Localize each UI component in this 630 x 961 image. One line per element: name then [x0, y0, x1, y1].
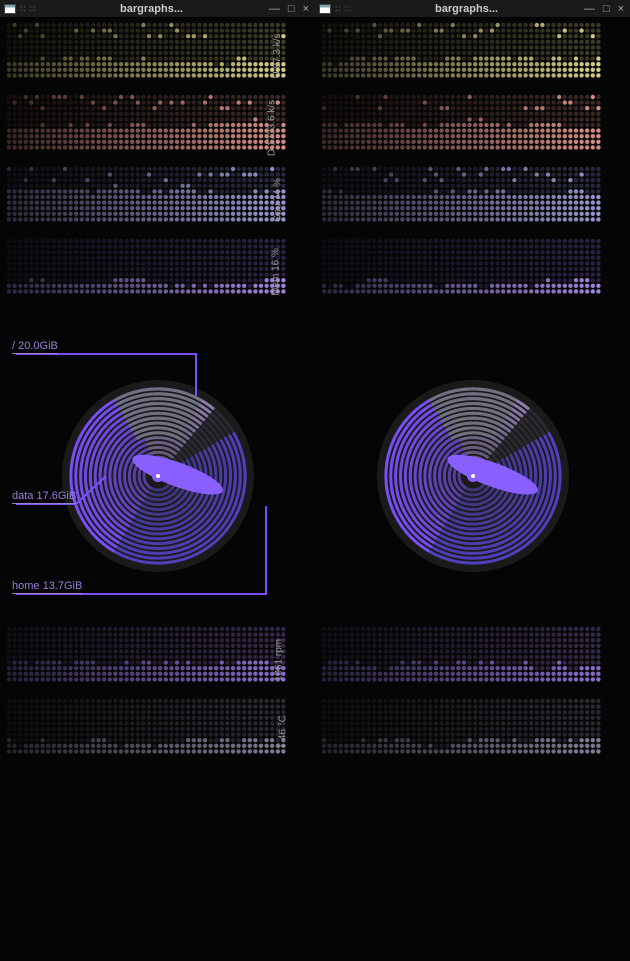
window-title: bargraphs... [40, 3, 263, 15]
minimize-button[interactable]: — [582, 3, 597, 15]
graph-label: 1061 rpm [273, 639, 284, 681]
dotgraph-cpu: Cpu 74 % [6, 166, 286, 234]
dotgraph-fan [321, 626, 601, 694]
dotgraph-upload [321, 22, 601, 90]
content-right [315, 18, 630, 961]
dotgraph-cpu [321, 166, 601, 234]
dotgraph-mem: Mem 16 % [6, 238, 286, 306]
titlebar[interactable]: :: :: bargraphs... — □ × [0, 0, 315, 18]
disk-label-data: data 17.6GiB [12, 490, 76, 504]
dotgraph-temp: T 46 °C [6, 698, 286, 766]
titlebar[interactable]: :: :: bargraphs... — □ × [315, 0, 630, 18]
disk-label-home: home 13.7GiB [12, 580, 82, 594]
maximize-button[interactable]: □ [601, 3, 612, 15]
drag-dots-icon: :: :: [20, 4, 36, 13]
maximize-button[interactable]: □ [286, 3, 297, 15]
top-graphs [321, 22, 624, 306]
graph-label: D 1733.6 k/s [266, 100, 277, 156]
bottom-graphs [321, 626, 624, 766]
graph-label: Mem 16 % [271, 248, 282, 296]
window-title: bargraphs... [355, 3, 578, 15]
graph-label: Cpu 74 % [273, 178, 284, 222]
dotgraph-mem [321, 238, 601, 306]
app-icon [319, 4, 331, 14]
dotgraph-fan: 1061 rpm [6, 626, 286, 694]
dotgraph-download [321, 94, 601, 162]
dotgraph-temp [321, 698, 601, 766]
app-icon [4, 4, 16, 14]
dotgraph-download: D 1733.6 k/s [6, 94, 286, 162]
close-button[interactable]: × [301, 3, 311, 15]
content-left: U 87.3 k/s D 1733.6 k/s Cpu 74 % Mem 16 % /… [0, 18, 315, 961]
minimize-button[interactable]: — [267, 3, 282, 15]
disk-label-root: / 20.0GiB [12, 340, 58, 354]
disk-area: / 20.0GiB data 17.6GiB home 13.7GiB [6, 326, 309, 626]
graph-label: T 46 °C [278, 715, 289, 749]
dotgraph-upload: U 87.3 k/s [6, 22, 286, 90]
disk-area [321, 326, 624, 626]
graph-label: U 87.3 k/s [272, 33, 283, 78]
top-graphs: U 87.3 k/s D 1733.6 k/s Cpu 74 % Mem 16 % [6, 22, 309, 306]
close-button[interactable]: × [616, 3, 626, 15]
bottom-graphs: 1061 rpm T 46 °C [6, 626, 309, 766]
pane-left: :: :: bargraphs... — □ × U 87.3 k/sD 173… [0, 0, 315, 961]
drag-dots-icon: :: :: [335, 4, 351, 13]
disk-rings-icon [373, 376, 573, 576]
pane-right: :: :: bargraphs... — □ × [315, 0, 630, 961]
